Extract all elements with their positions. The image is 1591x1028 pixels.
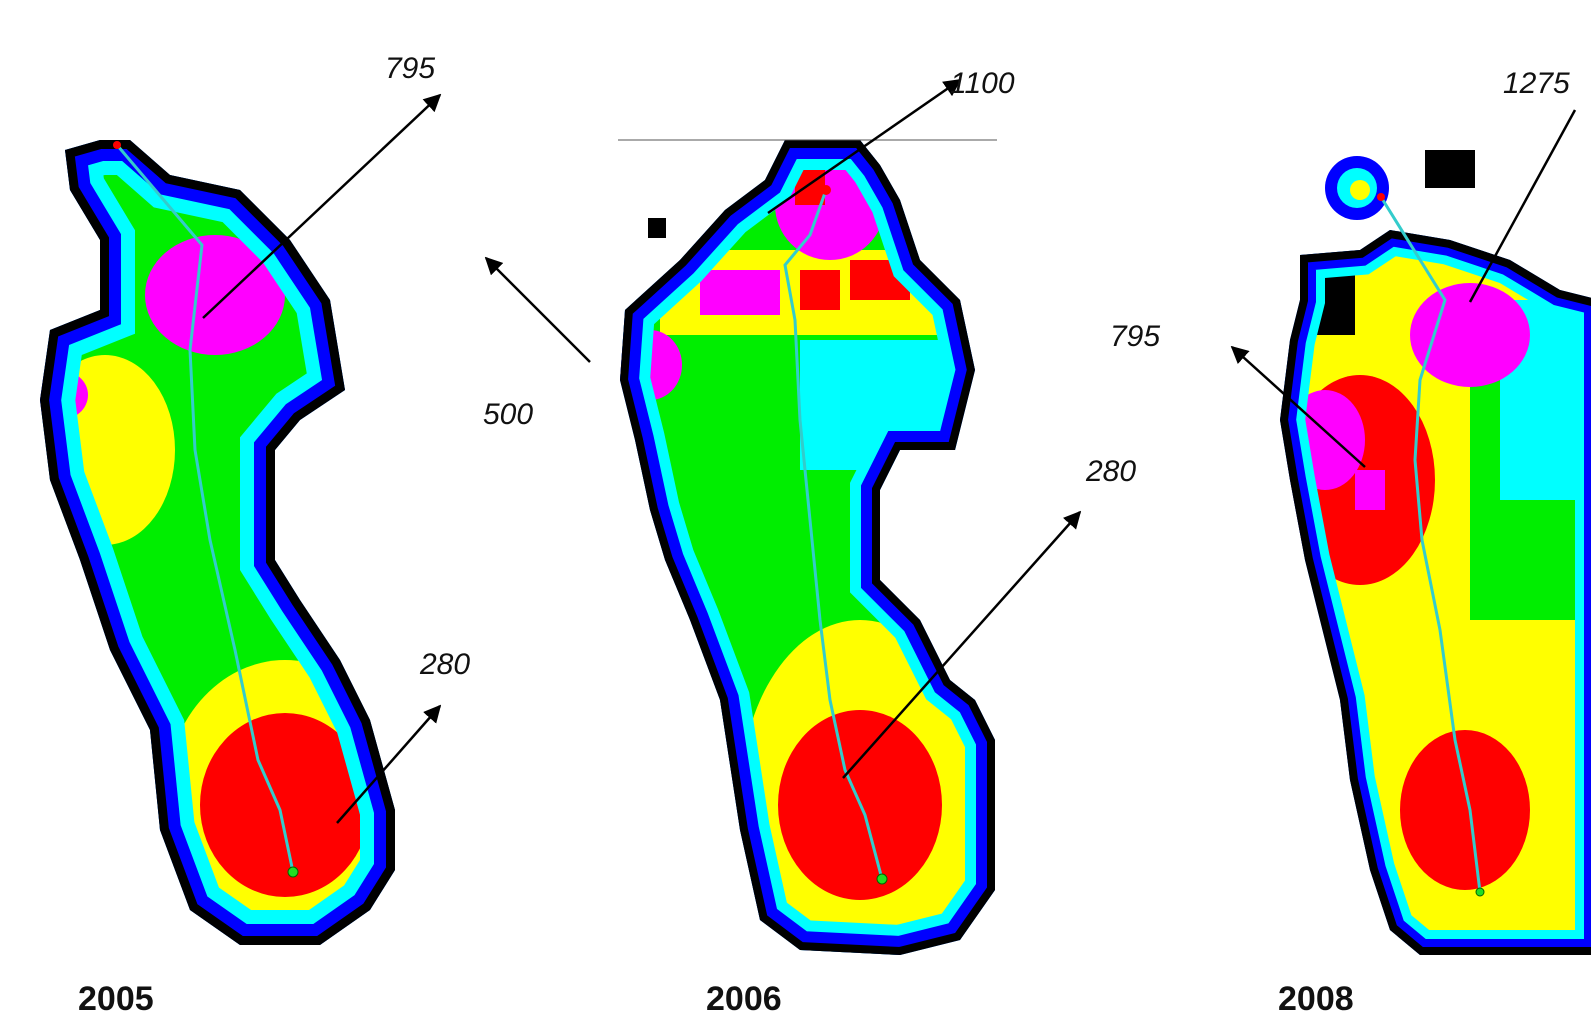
- annotation: 500: [483, 398, 533, 431]
- page: 795 280 500 1100 280 795 1275 2005 2006 …: [0, 0, 1591, 1028]
- start-point: [821, 185, 831, 195]
- annotation: 1275: [1503, 67, 1570, 100]
- arrow: [486, 258, 590, 362]
- annotation: 795: [385, 52, 435, 85]
- end-point: [877, 874, 887, 884]
- annotation: 795: [1110, 320, 1160, 353]
- start-point: [113, 141, 121, 149]
- start-point: [1377, 193, 1385, 201]
- pressure-map: [618, 140, 995, 980]
- pressure-map: [1280, 230, 1591, 955]
- annotation: 1100: [950, 67, 1015, 100]
- pixel: [1425, 150, 1475, 188]
- year-label: 2006: [706, 980, 782, 1018]
- toe: [1350, 180, 1370, 200]
- end-point: [288, 867, 298, 877]
- annotation: 280: [419, 648, 470, 681]
- year-label: 2008: [1278, 980, 1354, 1018]
- pixel: [648, 218, 666, 238]
- pressure-map: [32, 140, 405, 945]
- figure: 795 280 500 1100 280 795 1275 2005 2006 …: [0, 0, 1591, 1028]
- annotation: 280: [1085, 455, 1136, 488]
- year-label: 2005: [78, 980, 154, 1018]
- end-point: [1476, 888, 1484, 896]
